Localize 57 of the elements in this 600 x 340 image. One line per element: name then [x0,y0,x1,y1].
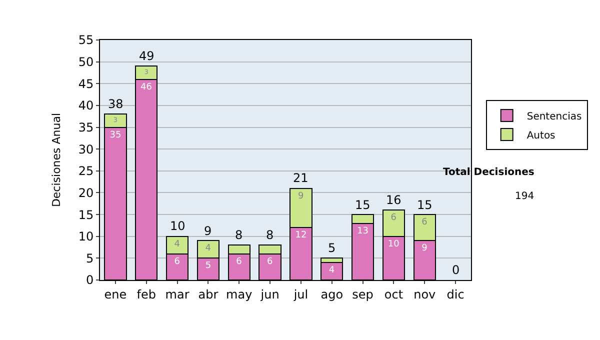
x-tick-label: mar [165,287,190,302]
total-label: 0 [452,263,460,277]
x-tick-label: ene [104,287,127,302]
total-label: 21 [293,171,308,185]
data-label: 6 [174,256,180,267]
y-tick-label: 20 [78,186,94,200]
x-tick-label: jun [260,287,280,302]
data-label: 6 [236,256,242,267]
y-axis-title: Decisiones Anual [50,112,63,208]
data-label: 9 [298,191,304,202]
x-tick-label: may [226,287,252,302]
y-tick-label: 25 [78,164,94,178]
total-label: 15 [417,198,432,212]
y-tick-label: 45 [78,76,94,91]
data-label: 12 [295,230,307,241]
data-label: 6 [390,213,397,224]
data-label: 9 [422,244,428,254]
total-label: 10 [170,219,186,233]
data-label: 4 [205,244,212,254]
x-tick-label: oct [384,287,404,302]
total-label: 8 [266,228,274,242]
total-label: 49 [139,49,154,63]
text: 194 [515,191,534,202]
y-tick-label: 5 [86,251,94,266]
x-tick-label: jul [292,287,308,302]
x-tick-label: ago [320,287,344,302]
data-label: 4 [174,239,180,250]
y-tick-label: 15 [78,208,94,222]
y-tick-label: 10 [78,230,94,244]
data-label: 6 [267,256,274,267]
x-tick-label: nov [414,287,436,302]
x-tick-label: feb [136,287,156,302]
y-tick-label: 50 [78,55,94,70]
total-label: 9 [204,224,212,238]
x-tick-label: dic [446,287,464,302]
data-label: 10 [388,239,400,250]
data-label: 46 [140,82,152,92]
data-label: 5 [205,261,212,272]
legend-label: Autos [526,130,556,142]
total-label: 38 [108,97,124,111]
y-tick-label: 55 [78,33,94,48]
legend-label: Sentencias [526,111,582,122]
y-tick-label: 30 [78,142,94,156]
total-label: 15 [355,198,370,212]
x-tick-label: abr [198,287,218,302]
y-tick-label: 35 [78,120,94,134]
data-label: 35 [110,130,122,140]
y-tick-label: 40 [78,98,94,113]
data-label: 6 [422,218,428,228]
total-label: 8 [235,228,243,242]
y-tick-label: 0 [86,273,94,288]
annotation: Total Decisiones [443,167,534,178]
data-label: 4 [328,266,335,276]
x-tick-label: sep [352,287,374,302]
data-label: 13 [357,226,369,236]
total-label: 16 [386,193,402,207]
total-label: 5 [328,241,336,255]
